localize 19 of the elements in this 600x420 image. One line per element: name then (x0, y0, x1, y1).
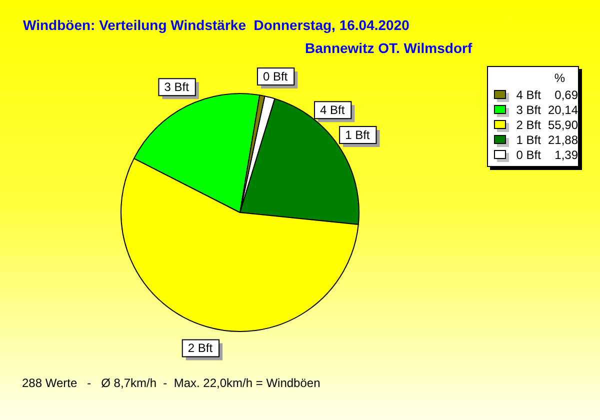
data-label: 21,88 (548, 132, 578, 146)
text: 288 Werte - Ø 8,7km/h - Max. 22,0km/h = Windböen (22, 376, 320, 390)
data-label: 0,69 (554, 88, 578, 102)
data-label: 1,39 (554, 148, 578, 162)
legend-label: 1 Bft (516, 132, 542, 146)
legend-label: 2 Bft (516, 118, 542, 132)
data-label: 55,90 (548, 118, 578, 132)
legend-label: 0 Bft (516, 148, 542, 162)
category-label: 4 Bft (320, 102, 345, 117)
slice-label: 2 Bft (188, 341, 214, 356)
legend-title: % (553, 71, 566, 87)
slice-label: 0 Bft (262, 69, 288, 84)
slice-label: 3 Bft (164, 80, 190, 94)
data-label: 20,14 (548, 102, 578, 116)
chart-subtitle: Bannewitz OT. Wilmsdorf (305, 40, 472, 56)
slice-label: 1 Bft (345, 128, 370, 142)
legend-label: 3 Bft (516, 102, 542, 116)
chart-title: Windböen: Verteilung Windstärke Donnerstag, 16.04.2020 (23, 17, 410, 33)
legend-label: 4 Bft (516, 88, 542, 102)
